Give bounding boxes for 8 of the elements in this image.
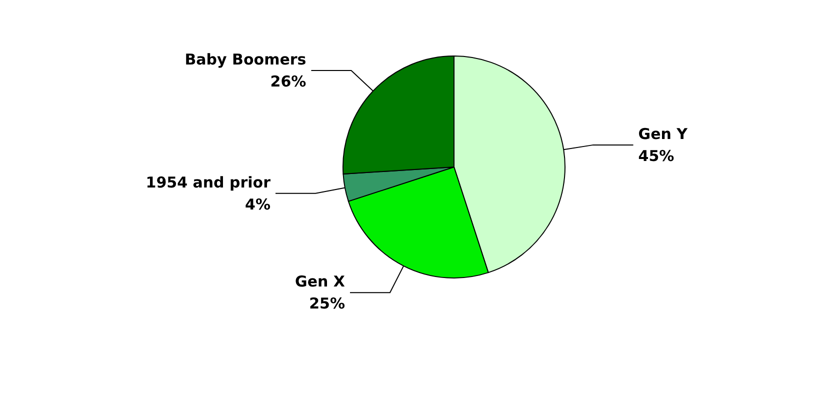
data-label: 26% <box>270 72 306 90</box>
data-label: 25% <box>309 294 345 313</box>
slice-label: Gen Y <box>638 124 689 143</box>
slice-label: 1954 and prior <box>146 173 272 192</box>
slice-label: Baby Boomers <box>184 50 306 68</box>
data-label: 45% <box>638 146 674 165</box>
data-label: 4% <box>245 195 270 214</box>
slice-label: Gen X <box>295 272 346 291</box>
